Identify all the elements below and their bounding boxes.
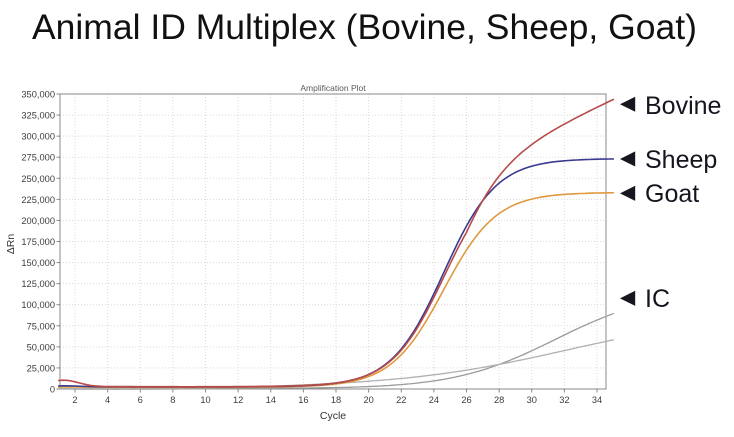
svg-text:22: 22	[396, 395, 406, 405]
svg-text:12: 12	[233, 395, 243, 405]
svg-text:8: 8	[170, 395, 175, 405]
svg-text:350,000: 350,000	[21, 90, 55, 100]
svg-text:24: 24	[429, 395, 439, 405]
svg-text:26: 26	[461, 395, 471, 405]
svg-text:34: 34	[592, 395, 602, 405]
svg-text:14: 14	[266, 395, 276, 405]
svg-text:30: 30	[527, 395, 537, 405]
svg-text:225,000: 225,000	[21, 195, 55, 205]
svg-text:Cycle: Cycle	[320, 410, 346, 422]
svg-text:300,000: 300,000	[21, 132, 55, 142]
svg-text:125,000: 125,000	[21, 279, 55, 289]
svg-text:Goat: Goat	[645, 180, 699, 208]
svg-text:16: 16	[298, 395, 308, 405]
svg-text:275,000: 275,000	[21, 153, 55, 163]
svg-text:4: 4	[105, 395, 110, 405]
svg-text:Amplification Plot: Amplification Plot	[300, 83, 366, 93]
svg-text:325,000: 325,000	[21, 111, 55, 121]
svg-text:Sheep: Sheep	[645, 146, 717, 174]
svg-text:10: 10	[200, 395, 210, 405]
svg-text:20: 20	[363, 395, 373, 405]
svg-text:200,000: 200,000	[21, 216, 55, 226]
svg-text:Bovine: Bovine	[645, 92, 721, 120]
svg-text:250,000: 250,000	[21, 174, 55, 184]
svg-text:150,000: 150,000	[21, 258, 55, 268]
svg-text:ΔRn: ΔRn	[5, 234, 17, 255]
svg-text:100,000: 100,000	[21, 300, 55, 310]
svg-text:6: 6	[138, 395, 143, 405]
svg-text:2: 2	[72, 395, 77, 405]
svg-text:25,000: 25,000	[27, 363, 55, 373]
svg-text:IC: IC	[645, 285, 670, 313]
svg-text:175,000: 175,000	[21, 237, 55, 247]
svg-text:0: 0	[50, 385, 55, 395]
svg-text:18: 18	[331, 395, 341, 405]
svg-text:32: 32	[559, 395, 569, 405]
svg-text:75,000: 75,000	[27, 321, 55, 331]
svg-text:50,000: 50,000	[27, 342, 55, 352]
svg-text:28: 28	[494, 395, 504, 405]
